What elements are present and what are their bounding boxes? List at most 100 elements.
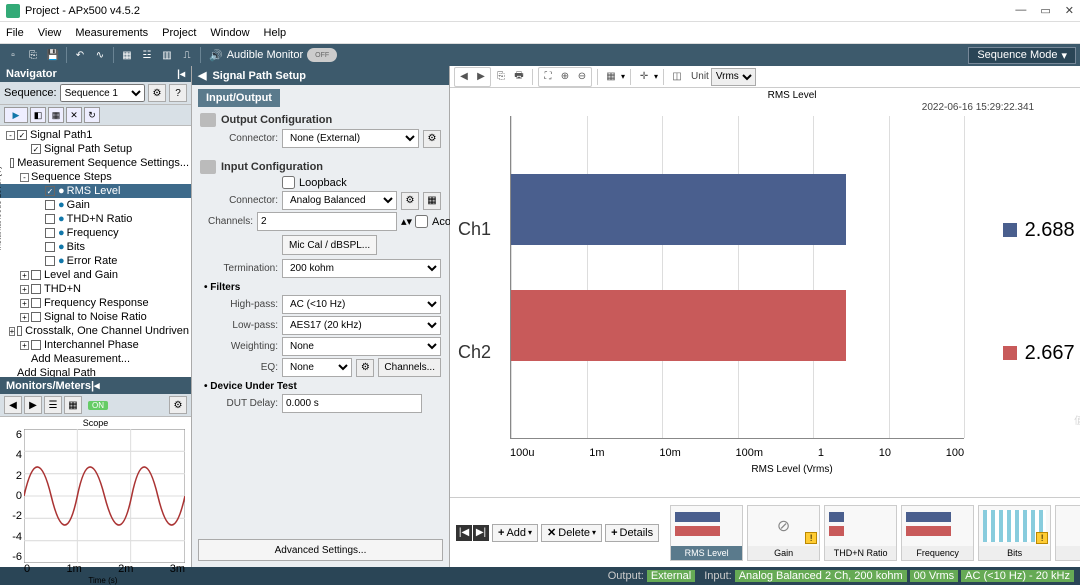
tree-item[interactable]: -✓Signal Path1 [0,128,191,142]
copy-icon[interactable]: ⎘ [493,69,509,85]
unit-select[interactable]: Vrms [711,68,756,86]
output-config-header: Output Configuration [200,113,441,127]
mon-next-icon[interactable]: ▶ [24,396,42,414]
menu-help[interactable]: Help [264,27,287,39]
tree-item[interactable]: +Interchannel Phase [0,338,191,352]
navigator-tree[interactable]: -✓Signal Path1✓Signal Path SetupMeasurem… [0,126,191,377]
in-settings-icon[interactable]: ⚙ [401,192,419,210]
tree-item[interactable]: ✓●RMS Level [0,184,191,198]
grid-toggle-icon[interactable]: ▦ [603,69,619,85]
lowpass-select[interactable]: AES17 (20 kHz) [282,316,441,335]
output-connector-select[interactable]: None (External) [282,129,419,148]
tree-item[interactable]: ●Gain [0,198,191,212]
audible-monitor-toggle[interactable]: OFF [307,48,337,62]
tree-item[interactable]: ●Frequency [0,226,191,240]
tree-item[interactable]: +Level and Gain [0,268,191,282]
chart-toolbar: ◀▶ ⎘ 🖶 ⛶⊕⊖ ▦▾ ✛▾ ◫ Unit Vrms ↗ [450,66,1080,88]
delete-button[interactable]: ✕Delete▾ [541,524,602,542]
tree-item[interactable]: ●Bits [0,240,191,254]
bar-icon[interactable]: ▥ [158,46,176,64]
weighting-select[interactable]: None [282,337,441,356]
tree-item[interactable]: -Sequence Steps [0,170,191,184]
details-button[interactable]: +Details [605,524,659,542]
tree-item[interactable]: Add Measurement... [0,352,191,366]
eq-select[interactable]: None [282,358,352,377]
tree-item[interactable]: +THD+N [0,282,191,296]
next-icon[interactable]: ▶ [473,69,489,85]
menu-view[interactable]: View [38,27,62,39]
tree-item[interactable]: Add Signal Path [0,366,191,377]
input-connector-select[interactable]: Analog Balanced [282,191,397,210]
tree-item[interactable]: ✓Signal Path Setup [0,142,191,156]
acoustic-checkbox[interactable] [415,215,428,228]
chart-timestamp: 2022-06-16 15:29:22.341 [922,102,1034,113]
thumbnail[interactable]: ⊘!...ate [1055,505,1080,561]
sequence-mode-dropdown[interactable]: Sequence Mode▾ [968,47,1076,64]
eq-settings-icon[interactable]: ⚙ [356,359,374,377]
channels-input[interactable] [257,212,397,231]
menu-project[interactable]: Project [162,27,196,39]
navigator-header: Navigator|◂ [0,66,191,82]
tree-item[interactable]: Measurement Sequence Settings... [0,156,191,170]
nav-b3[interactable]: ✕ [66,107,82,123]
print-icon[interactable]: 🖶 [511,69,527,85]
termination-select[interactable]: 200 kohm [282,259,441,278]
menu-measurements[interactable]: Measurements [75,27,148,39]
save-icon[interactable]: 💾 [44,46,62,64]
limits-icon[interactable]: ◫ [669,69,685,85]
minimize-button[interactable]: — [1015,4,1026,17]
zoom-fit-icon[interactable]: ⛶ [540,69,556,85]
thumbnail[interactable]: RMS Level [670,505,743,561]
cursor-icon[interactable]: ✛ [636,69,652,85]
mon-list-icon[interactable]: ☰ [44,396,62,414]
thumbnail[interactable]: !Bits [978,505,1051,561]
mon-settings-icon[interactable]: ⚙ [169,396,187,414]
speaker-icon[interactable]: 🔊 [209,49,223,62]
mic-cal-button[interactable]: Mic Cal / dBSPL... [282,235,377,255]
io-tab[interactable]: Input/Output [198,89,280,107]
thumbnail[interactable]: ⊘!Gain [747,505,820,561]
open-icon[interactable]: ⎘ [24,46,42,64]
maximize-button[interactable]: ▭ [1040,4,1050,17]
thumb-first-icon[interactable]: |◀ [456,525,472,541]
menu-file[interactable]: File [6,27,24,39]
scope-icon[interactable]: ⎍ [178,46,196,64]
tree-item[interactable]: ●THD+N Ratio [0,212,191,226]
sequence-select[interactable]: Sequence 1 [60,84,145,102]
wave-icon[interactable]: ∿ [91,46,109,64]
tree-item[interactable]: ●Error Rate [0,254,191,268]
list-icon[interactable]: ☳ [138,46,156,64]
out-settings-icon[interactable]: ⚙ [423,130,441,148]
advanced-settings-button[interactable]: Advanced Settings... [198,539,443,561]
thumbnail[interactable]: Frequency [901,505,974,561]
tree-item[interactable]: +Signal to Noise Ratio [0,310,191,324]
seq-settings-icon[interactable]: ⚙ [148,84,166,102]
zoom-out-icon[interactable]: ⊖ [574,69,590,85]
seq-help-icon[interactable]: ? [169,84,187,102]
nav-b2[interactable]: ▦ [48,107,64,123]
menu-window[interactable]: Window [210,27,249,39]
thumb-last-icon[interactable]: ▶| [473,525,489,541]
play-button[interactable]: ▶ [4,107,28,123]
tree-item[interactable]: +Crosstalk, One Channel Undriven [0,324,191,338]
highpass-select[interactable]: AC (<10 Hz) [282,295,441,314]
scope-plot: 6420-2-4-6 01m2m3m Time (s) [24,429,185,563]
nav-b1[interactable]: ◧ [30,107,46,123]
close-button[interactable]: ✕ [1065,4,1074,17]
undo-icon[interactable]: ↶ [71,46,89,64]
channels-button[interactable]: Channels... [378,358,441,377]
new-icon[interactable]: ▫ [4,46,22,64]
mon-grid-icon[interactable]: ▦ [64,396,82,414]
grid-icon[interactable]: ▦ [118,46,136,64]
chart-title: RMS Level [768,90,817,101]
tree-item[interactable]: +Frequency Response [0,296,191,310]
nav-b4[interactable]: ↻ [84,107,100,123]
prev-icon[interactable]: ◀ [456,69,472,85]
thumbnail[interactable]: THD+N Ratio [824,505,897,561]
add-button[interactable]: +Add▾ [492,524,538,542]
loopback-checkbox[interactable] [282,176,295,189]
dut-delay-input[interactable] [282,394,422,413]
zoom-in-icon[interactable]: ⊕ [557,69,573,85]
in-ext-icon[interactable]: ▦ [423,192,441,210]
mon-prev-icon[interactable]: ◀ [4,396,22,414]
